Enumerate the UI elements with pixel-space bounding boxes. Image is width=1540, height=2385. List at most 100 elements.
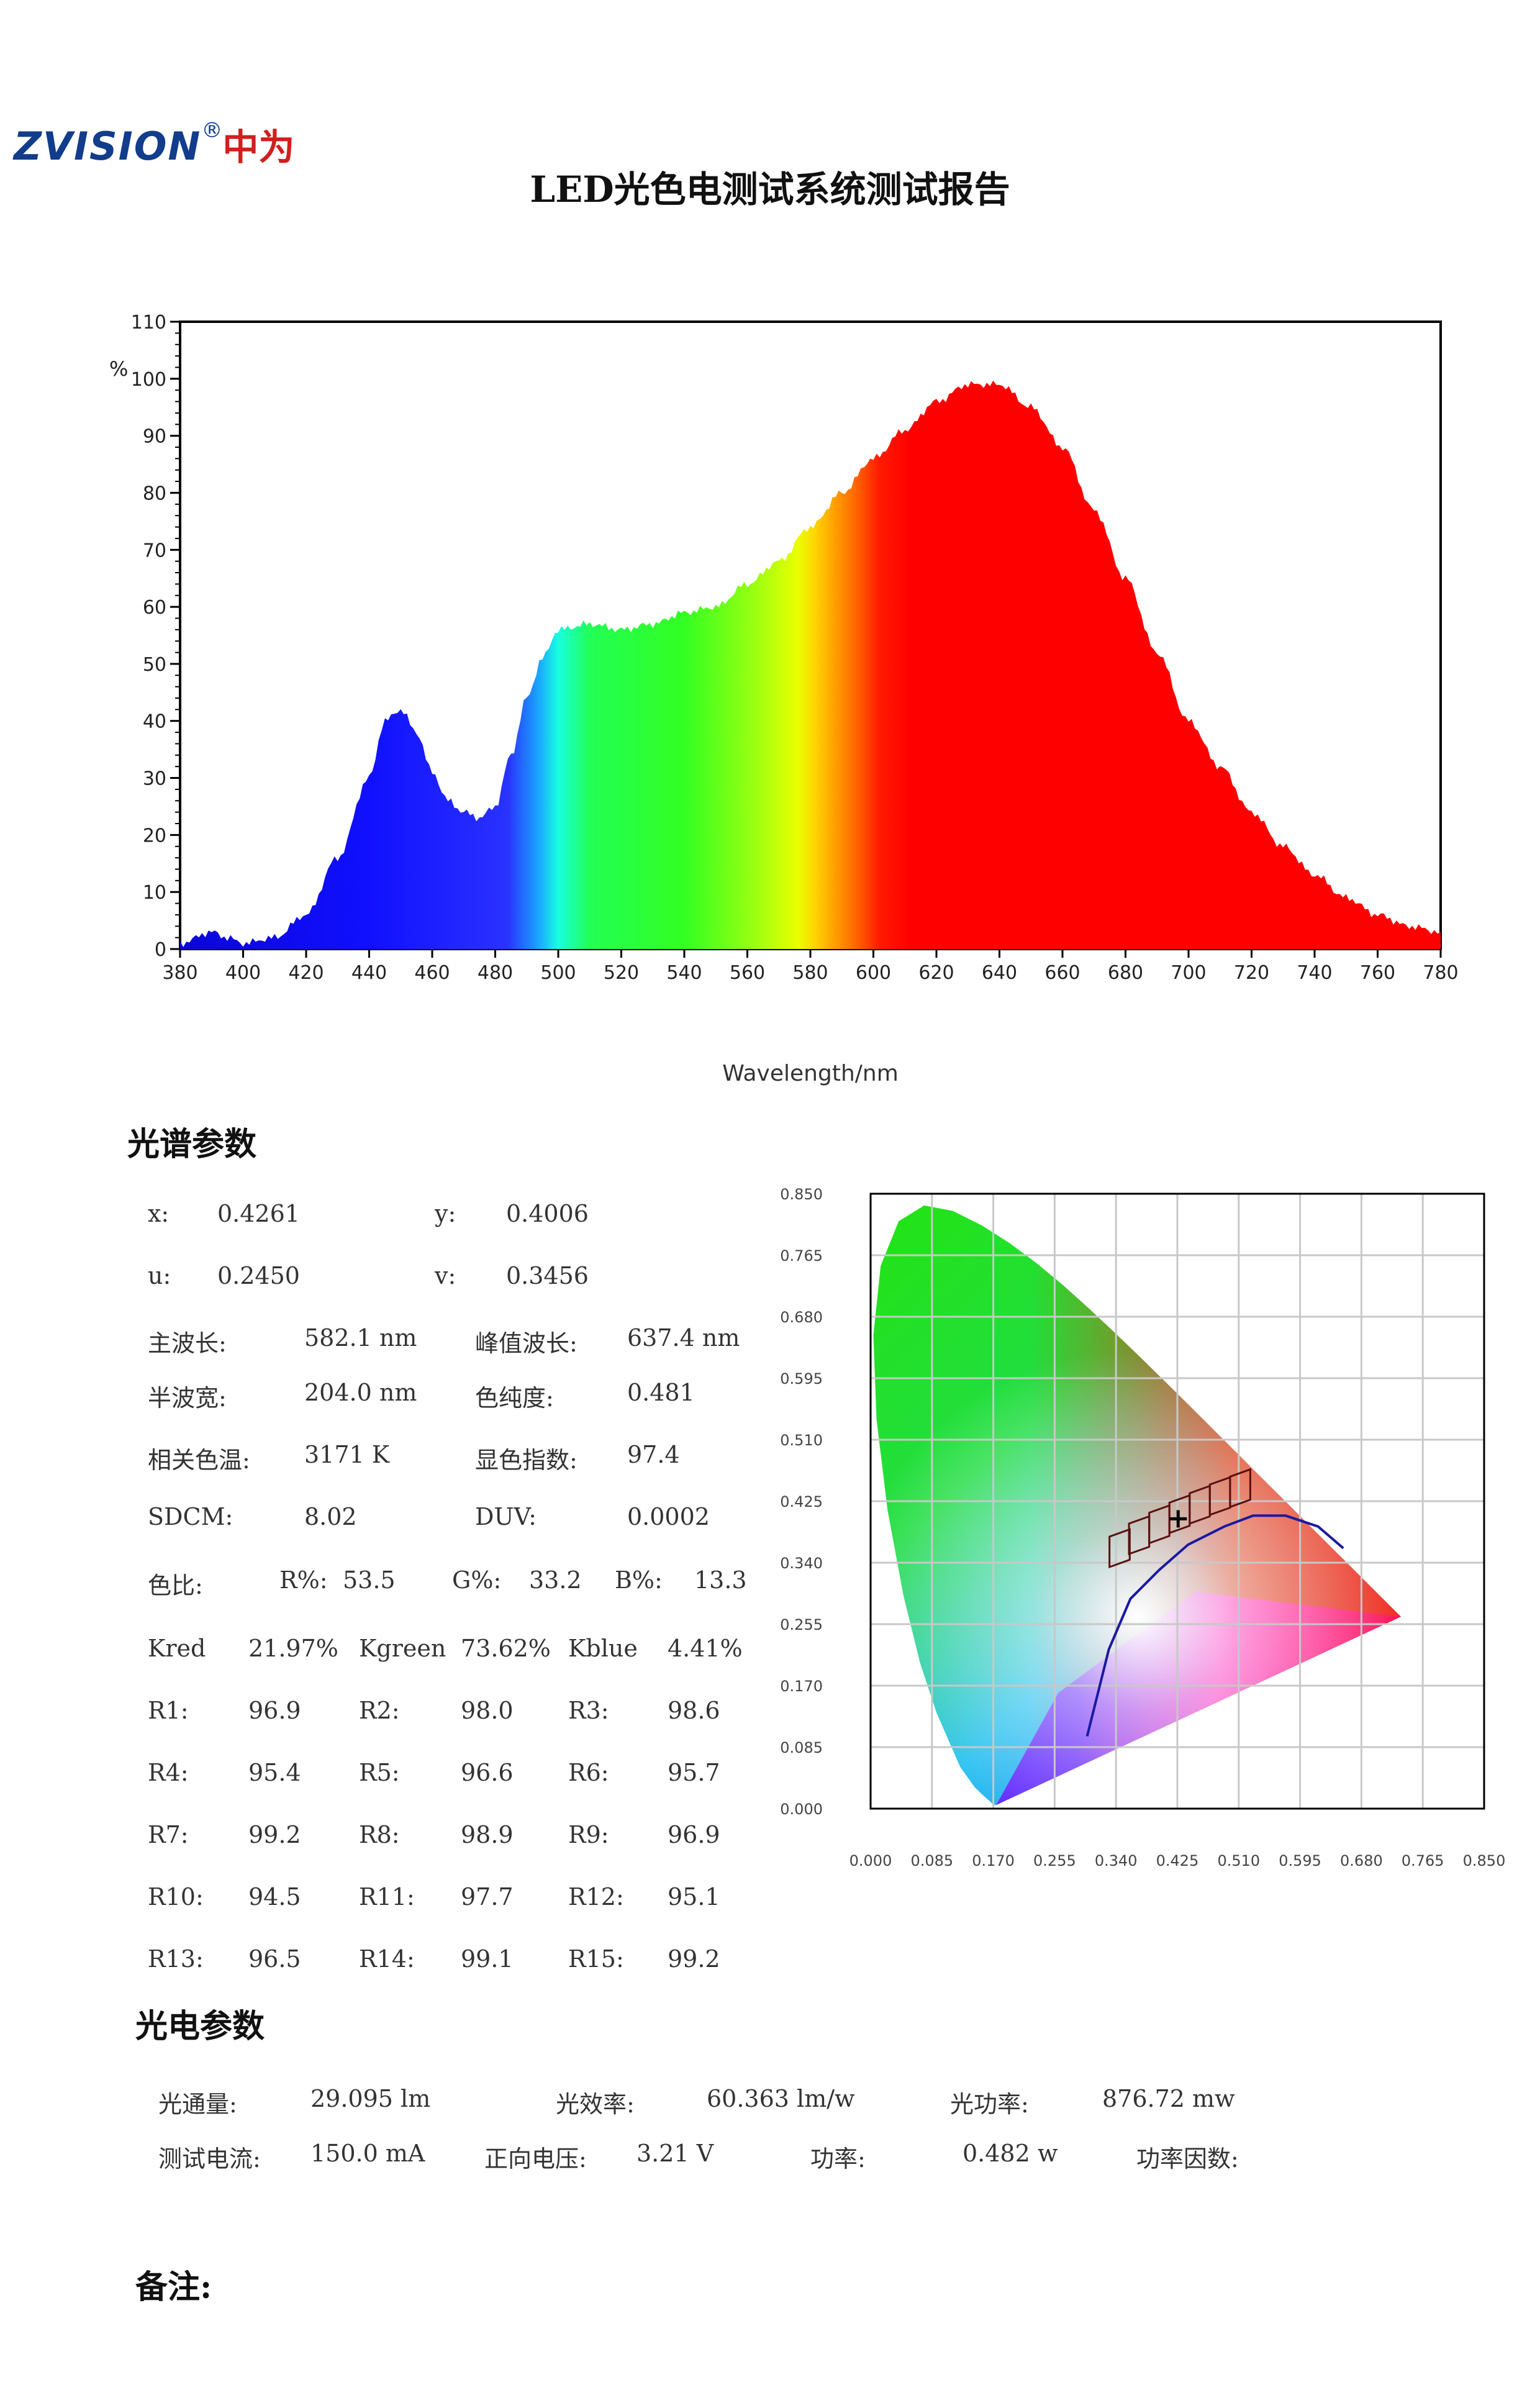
cie-y-axis: 0.850 0.765 0.680 0.595 0.510 0.425 0.340 0.255… [780,1186,823,1818]
x-tick-label: 560 [730,962,765,984]
param-label-4-2: 显色指数: [475,1447,578,1474]
k-cell-3: 73.62% [461,1635,551,1662]
cie-y-tick-label: 0.255 [780,1616,823,1633]
x-tick-label: 520 [604,962,639,984]
cie-y-tick-label: 0.085 [780,1739,823,1756]
param-value-1-3: 0.3456 [506,1262,589,1289]
pe-row1-cell-0: 光通量: [158,2091,237,2118]
param-value-4-3: 97.4 [627,1441,680,1468]
param-value-4-1: 3171 K [304,1441,390,1468]
cie-x-tick-label: 0.085 [910,1852,953,1869]
y-tick-label: 110 [131,312,166,334]
param-label-1-0: u: [148,1262,171,1289]
cie-x-tick-label: 0.765 [1402,1852,1444,1869]
k-cell-4: Kblue [568,1635,638,1662]
ri-label-0-2: R2: [359,1697,400,1724]
ri-label-4-0: R13: [148,1945,204,1973]
x-tick-label: 500 [540,962,576,984]
y-tick-label: 80 [143,483,166,504]
pe-row2-cell-5: 0.482 w [962,2140,1058,2167]
param-label-2-2: 峰值波长: [475,1330,578,1357]
x-tick-label: 760 [1360,962,1395,984]
y-tick-label: 70 [143,540,166,561]
cie-y-tick-label: 0.340 [780,1555,823,1572]
x-tick-label: 720 [1234,962,1269,984]
param-label-0-2: y: [435,1200,456,1227]
green-ratio-value: 33.2 [529,1566,582,1594]
x-tick-label: 380 [162,962,197,984]
spectral-heading: 光谱参数 [127,1125,257,1163]
ri-label-2-0: R7: [148,1821,189,1848]
cie-y-tick-label: 0.680 [780,1309,823,1326]
green-ratio-label: G%: [452,1566,502,1594]
ri-value-0-3: 98.0 [461,1697,514,1724]
ri-value-2-3: 98.9 [461,1821,514,1848]
param-label-3-0: 半波宽: [148,1384,227,1412]
cie-x-axis: 0.000 0.085 0.170 0.255 0.340 0.425 0.510 0.595… [849,1852,1506,1869]
ri-label-2-4: R9: [568,1821,609,1848]
y-axis: 0 10 20 30 40 50 60 70 80 90 100 110 [131,312,180,961]
x-tick-label: 680 [1108,962,1143,984]
sdcm-ellipses [1108,1468,1251,1569]
param-value-0-1: 0.4261 [217,1200,300,1227]
brand-name-cn: 中为 [222,126,295,168]
ri-value-1-5: 95.7 [668,1759,720,1786]
cie-frame [869,1192,1485,1810]
cie-y-tick-label: 0.765 [780,1247,823,1265]
pe-row1-cell-4: 光功率: [950,2091,1029,2118]
y-tick-label: 40 [143,711,166,733]
param-value-0-3: 0.4006 [506,1200,589,1227]
ri-value-4-1: 96.5 [248,1945,301,1973]
pe-row1-cell-2: 光效率: [556,2091,635,2118]
ri-value-3-3: 97.7 [461,1883,514,1910]
x-tick-label: 420 [288,962,324,984]
chromaticity-point [1169,1510,1187,1528]
cie-x-tick-label: 0.425 [1156,1852,1199,1869]
y-tick-label: 100 [131,369,166,391]
cie-x-tick-label: 0.000 [849,1852,892,1869]
red-ratio-label: R%: [279,1566,328,1594]
x-tick-label: 400 [225,962,261,984]
param-label-3-2: 色纯度: [475,1384,554,1412]
color-ratio-label: 色比: [148,1572,203,1599]
x-tick-label: 640 [982,962,1017,984]
y-tick-label: 60 [143,597,166,619]
ri-label-1-4: R6: [568,1759,609,1786]
pe-row2-cell-2: 正向电压: [484,2145,587,2173]
x-tick-label: 580 [792,962,828,984]
ri-value-3-1: 94.5 [248,1883,301,1910]
param-label-5-0: SDCM: [148,1503,233,1530]
cie-y-tick-label: 0.510 [780,1432,823,1449]
brand-logo: ZVISION®中为 [14,118,294,174]
cie-x-tick-label: 0.680 [1340,1852,1383,1869]
cie-y-tick-label: 0.595 [780,1370,823,1388]
y-axis-label: % [109,357,128,381]
ri-value-1-3: 96.6 [461,1759,514,1786]
k-cell-2: Kgreen [359,1635,446,1662]
pe-row2-cell-4: 功率: [810,2145,866,2173]
ri-value-2-1: 99.2 [248,1821,301,1848]
y-tick-label: 50 [143,654,166,676]
x-tick-label: 660 [1044,962,1080,984]
spectrum-area [180,380,1441,949]
y-tick-label: 90 [143,426,166,448]
cie-x-tick-label: 0.850 [1463,1852,1506,1869]
pe-row2-cell-6: 功率因数: [1136,2145,1239,2173]
param-value-1-1: 0.2450 [217,1262,300,1289]
cie-x-tick-label: 0.510 [1217,1852,1260,1869]
y-tick-label: 10 [143,882,166,904]
ri-label-3-4: R12: [568,1883,624,1910]
pe-row2-cell-0: 测试电流: [158,2145,261,2173]
ri-label-0-4: R3: [568,1697,609,1724]
x-tick-label: 700 [1171,962,1206,984]
x-tick-label: 780 [1423,962,1458,984]
planckian-locus [1085,1514,1344,1737]
ri-value-3-5: 95.1 [668,1883,720,1910]
cie-y-tick-label: 0.850 [780,1186,823,1203]
pe-row1-cell-1: 29.095 lm [310,2085,431,2112]
ri-label-0-0: R1: [148,1697,189,1724]
param-label-0-0: x: [148,1200,170,1227]
brand-name: ZVISION [14,124,202,169]
x-tick-label: 480 [478,962,513,984]
x-tick-label: 540 [666,962,702,984]
